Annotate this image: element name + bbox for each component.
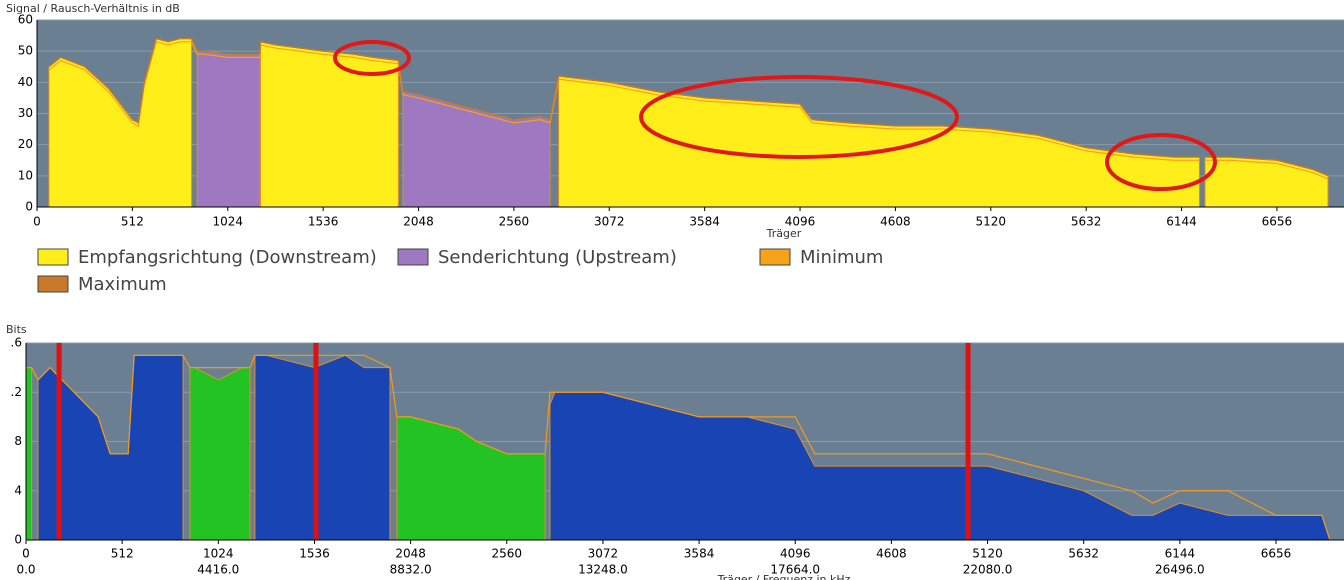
x-tick-label: 4096: [785, 215, 816, 229]
chart-title: Signal / Rausch-Verhältnis in dB: [6, 2, 180, 15]
x2-tick-label: 4416.0: [197, 563, 239, 577]
x-tick-label: 2560: [492, 547, 523, 561]
x2-tick-label: 26496.0: [1155, 563, 1205, 577]
x-tick-label: 512: [121, 215, 144, 229]
x-tick-label: 1536: [308, 215, 339, 229]
legend-swatch: [759, 248, 791, 266]
annotations: [333, 40, 1217, 191]
x2-tick-label: 13248.0: [578, 563, 628, 577]
series-area: [254, 354, 391, 541]
legend-swatch: [37, 275, 69, 293]
chart-title: Bits: [6, 323, 27, 336]
y-tick-label: 30: [18, 106, 33, 120]
y-tick-label: 50: [18, 44, 33, 58]
x-tick-label: 2048: [395, 547, 426, 561]
y-tick-label: .6: [11, 336, 22, 350]
legend-label: Senderichtung (Upstream): [438, 247, 677, 268]
x-tick-label: 0: [22, 547, 30, 561]
y-tick-label: 0: [25, 200, 33, 214]
x-tick-label: 5120: [972, 547, 1003, 561]
series-area: [189, 367, 251, 541]
y-tick-label: 8: [14, 434, 22, 448]
x-tick-label: 6656: [1262, 215, 1293, 229]
x2-tick-label: 8832.0: [390, 563, 432, 577]
y-tick-label: 60: [18, 13, 33, 27]
x2-tick-label: 17664.0: [770, 563, 820, 577]
x2-tick-label: 22080.0: [963, 563, 1013, 577]
y-tick-label: 20: [18, 137, 33, 151]
x-tick-label: 3584: [689, 215, 720, 229]
legend-swatch: [397, 248, 429, 266]
series-line: [26, 354, 1331, 541]
y-tick-label: 40: [18, 75, 33, 89]
y-tick-label: .2: [11, 385, 22, 399]
x-axis-label: Träger / Frequenz in kHz: [717, 573, 851, 580]
y-tick-label: 0: [14, 533, 22, 547]
legend-label: Empfangsrichtung (Downstream): [78, 247, 377, 268]
highlight-ellipse: [639, 75, 959, 159]
x-tick-label: 1536: [299, 547, 330, 561]
series-area: [196, 50, 261, 208]
series-area: [260, 41, 399, 208]
x-tick-label: 4608: [880, 215, 911, 229]
highlight-ellipse: [333, 40, 411, 76]
x-tick-label: 2048: [403, 215, 434, 229]
highlight-ellipse: [1105, 133, 1217, 191]
x2-tick-label: 0.0: [16, 563, 35, 577]
x-tick-label: 5632: [1071, 215, 1102, 229]
x-tick-label: 1024: [212, 215, 243, 229]
x-tick-label: 2560: [499, 215, 530, 229]
x-tick-label: 6144: [1166, 215, 1197, 229]
x-tick-label: 0: [33, 215, 41, 229]
x-tick-label: 4096: [780, 547, 811, 561]
x-tick-label: 5632: [1068, 547, 1099, 561]
x-tick-label: 512: [111, 547, 134, 561]
series-line: [1205, 156, 1329, 177]
x-tick-label: 4608: [876, 547, 907, 561]
x-tick-label: 3584: [684, 547, 715, 561]
y-tick-label: 10: [18, 168, 33, 182]
x-tick-label: 3072: [594, 215, 625, 229]
x-tick-label: 3072: [588, 547, 619, 561]
legend-label: Maximum: [78, 274, 167, 295]
legend-swatch: [37, 248, 69, 266]
x-axis-label: Träger: [766, 227, 802, 240]
x-tick-label: 6656: [1261, 547, 1292, 561]
y-tick-label: 4: [14, 483, 22, 497]
x-tick-label: 1024: [203, 547, 234, 561]
series-line: [48, 37, 1200, 158]
x-tick-label: 6144: [1165, 547, 1196, 561]
series-area: [25, 367, 33, 541]
series-line: [1205, 159, 1329, 180]
x-tick-label: 5120: [976, 215, 1007, 229]
legend-label: Minimum: [800, 247, 883, 268]
